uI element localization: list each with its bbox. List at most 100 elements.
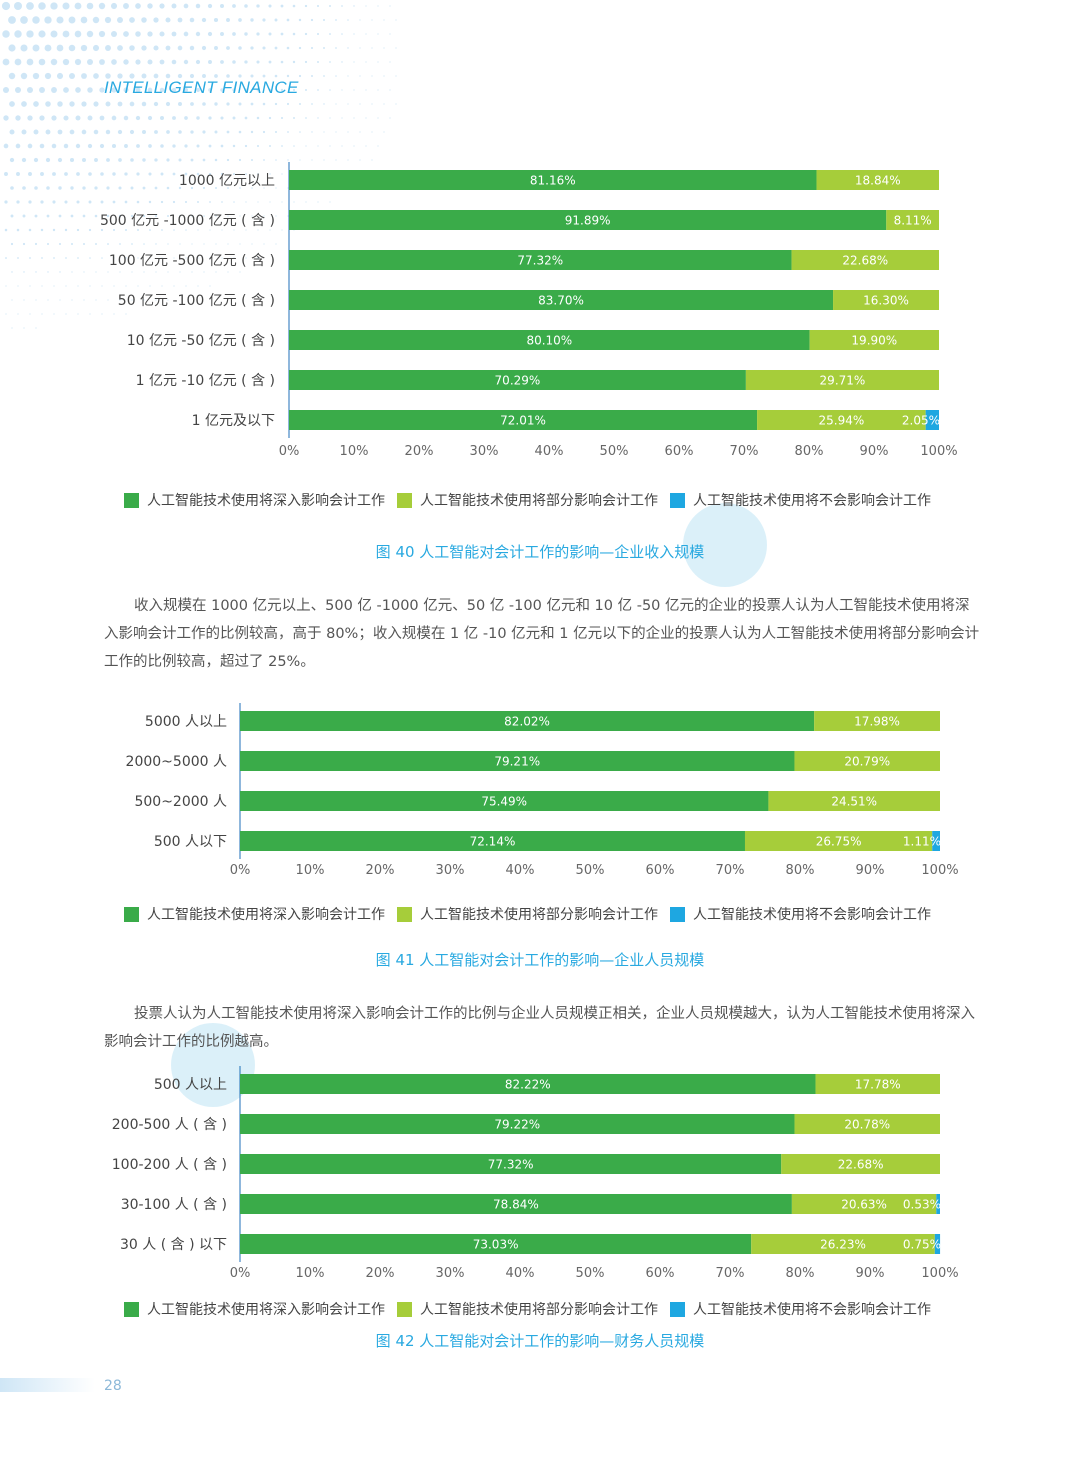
decor-dot	[87, 115, 93, 121]
decor-dot	[353, 89, 355, 91]
decor-dot	[269, 229, 271, 231]
bar-segment-partial	[816, 170, 939, 190]
legend-chart-41: 人工智能技术使用将深入影响会计工作 人工智能技术使用将部分影响会计工作 人工智能…	[124, 904, 974, 924]
decor-dot	[82, 214, 86, 218]
decor-dot	[154, 186, 158, 190]
x-tick-label: 40%	[506, 863, 535, 878]
decor-dot	[341, 89, 343, 91]
decor-dot	[329, 61, 331, 63]
decor-dot	[220, 32, 224, 36]
decor-dot	[220, 172, 224, 176]
decor-dot	[129, 73, 135, 79]
decor-dot	[147, 87, 153, 93]
category-label: 10 亿元 -50 亿元 ( 含 )	[127, 333, 275, 349]
decor-dot	[311, 103, 313, 105]
decor-dot	[395, 47, 397, 49]
data-label-deep: 72.01%	[500, 414, 546, 428]
x-tick-label: 60%	[646, 1266, 675, 1281]
legend-label-deep: 人工智能技术使用将深入影响会计工作	[147, 493, 385, 509]
decor-dot	[34, 214, 38, 218]
decor-dot	[56, 16, 64, 24]
decor-dot	[191, 243, 193, 245]
decor-dot	[155, 243, 157, 245]
decor-dot	[53, 257, 55, 259]
decor-dot	[244, 88, 248, 92]
x-tick-label: 0%	[279, 444, 300, 459]
decor-dot	[112, 200, 116, 204]
decor-dot	[107, 243, 109, 245]
decor-dot	[317, 61, 319, 63]
decor-dot	[245, 257, 247, 259]
bar-segment-deep	[240, 831, 745, 851]
bar-segment-deep	[240, 1194, 792, 1214]
decor-dot	[238, 130, 242, 134]
decor-dot	[21, 129, 27, 135]
decor-dot	[153, 101, 159, 107]
decor-dot	[317, 201, 319, 203]
decor-dot	[58, 186, 62, 190]
decor-dot	[329, 201, 331, 203]
decor-dot	[26, 86, 34, 94]
decor-dot	[88, 172, 92, 176]
decor-dot	[353, 117, 355, 119]
decor-dot	[197, 257, 199, 259]
legend-label-partial: 人工智能技术使用将部分影响会计工作	[420, 1302, 658, 1318]
decor-dot	[233, 229, 235, 231]
decor-dot	[371, 159, 373, 161]
decor-dot	[287, 187, 289, 189]
decor-dot	[44, 44, 52, 52]
decor-dot	[250, 74, 254, 78]
decor-dot	[56, 44, 64, 52]
decor-dot	[179, 243, 181, 245]
category-label: 500 亿元 -1000 亿元 ( 含 )	[100, 213, 275, 229]
x-tick-label: 90%	[856, 863, 885, 878]
decor-dot	[83, 243, 85, 245]
decor-dot	[167, 215, 169, 217]
decor-dot	[238, 18, 242, 22]
decor-dot	[2, 58, 10, 66]
decor-dot	[167, 243, 169, 245]
decor-dot	[111, 87, 117, 93]
x-tick-label: 70%	[730, 444, 759, 459]
decor-dot	[383, 47, 385, 49]
decor-dot	[208, 172, 212, 176]
decor-dot	[76, 172, 80, 176]
decor-dot	[257, 201, 259, 203]
decor-dot	[377, 89, 379, 91]
bar-segment-partial	[794, 751, 940, 771]
decor-dot	[371, 75, 373, 77]
x-tick-label: 40%	[506, 1266, 535, 1281]
decor-dot	[98, 2, 106, 10]
decor-dot	[329, 145, 331, 147]
decor-dot	[226, 102, 230, 106]
decor-dot	[5, 257, 7, 259]
decor-dot	[58, 214, 62, 218]
data-label-deep: 80.10%	[526, 334, 572, 348]
decor-dot	[365, 33, 367, 35]
decor-dot	[83, 271, 85, 273]
decor-dot	[69, 157, 75, 163]
bar-segment-deep	[240, 711, 815, 731]
decor-dot	[233, 257, 235, 259]
decor-dot	[9, 129, 15, 135]
decor-dot	[64, 200, 68, 204]
decor-dot	[106, 214, 110, 218]
bar-segment-partial	[744, 831, 933, 851]
decor-dot	[130, 186, 134, 190]
decor-dot	[203, 215, 205, 217]
decor-dot	[365, 89, 367, 91]
data-label-deep: 82.02%	[504, 715, 550, 729]
legend-label-none: 人工智能技术使用将不会影响会计工作	[693, 907, 931, 923]
decor-dot	[293, 145, 295, 147]
decor-dot	[57, 101, 63, 107]
decor-dot	[185, 257, 187, 259]
decor-dot	[4, 172, 8, 176]
decor-dot	[183, 31, 189, 37]
decor-dot	[298, 74, 302, 78]
bar-segment-partial	[815, 1074, 940, 1094]
data-label-partial: 26.75%	[816, 835, 862, 849]
decor-dot	[184, 116, 188, 120]
decor-dot	[377, 61, 379, 63]
decor-dot	[281, 145, 283, 147]
bar-segment-deep	[289, 210, 887, 230]
